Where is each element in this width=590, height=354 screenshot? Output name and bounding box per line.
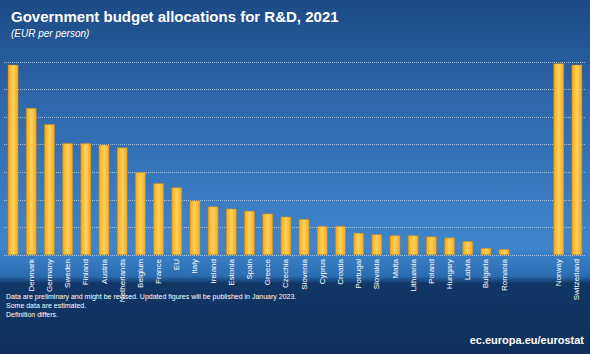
svg-text:Bulgaria: Bulgaria — [481, 258, 490, 288]
svg-text:Cyprus: Cyprus — [318, 259, 327, 284]
svg-text:Data are preliminary and might: Data are preliminary and might be revise… — [6, 293, 296, 301]
svg-text:EU: EU — [172, 259, 181, 270]
svg-text:Czechia: Czechia — [281, 258, 290, 287]
svg-text:Hungary: Hungary — [445, 259, 454, 289]
svg-text:Malta: Malta — [391, 258, 400, 278]
svg-text:Germany: Germany — [45, 259, 54, 292]
svg-text:Greece: Greece — [263, 258, 272, 285]
svg-text:Denmark: Denmark — [27, 258, 36, 291]
svg-text:France: France — [154, 258, 163, 283]
svg-text:Definition differs.: Definition differs. — [6, 311, 58, 318]
svg-text:Norway: Norway — [554, 259, 563, 286]
svg-text:Portugal: Portugal — [354, 259, 363, 289]
svg-text:Estonia: Estonia — [227, 258, 236, 285]
svg-text:Ireland: Ireland — [209, 259, 218, 283]
svg-text:Sweden: Sweden — [63, 259, 72, 288]
svg-text:Government budget allocations: Government budget allocations for R&D, 2… — [11, 8, 339, 25]
svg-text:Latvia: Latvia — [463, 258, 472, 280]
svg-text:Spain: Spain — [245, 259, 254, 279]
svg-text:(EUR per person): (EUR per person) — [11, 28, 89, 39]
svg-text:Slovakia: Slovakia — [372, 258, 381, 289]
svg-text:Finland: Finland — [81, 259, 90, 285]
svg-text:Italy: Italy — [190, 259, 199, 274]
svg-text:Romania: Romania — [500, 258, 509, 291]
svg-text:Croatia: Croatia — [336, 258, 345, 284]
svg-text:Belgium: Belgium — [136, 259, 145, 288]
svg-text:Lithuania: Lithuania — [409, 258, 418, 291]
svg-text:Poland: Poland — [427, 259, 436, 284]
svg-text:Slovenia: Slovenia — [300, 258, 309, 289]
svg-text:ec.europa.eu/eurostat: ec.europa.eu/eurostat — [470, 334, 585, 346]
svg-text:Netherlands: Netherlands — [118, 259, 127, 302]
svg-text:Austria: Austria — [100, 258, 109, 283]
svg-text:Some data are estimated.: Some data are estimated. — [6, 302, 86, 309]
svg-text:Switzerland: Switzerland — [572, 259, 581, 300]
